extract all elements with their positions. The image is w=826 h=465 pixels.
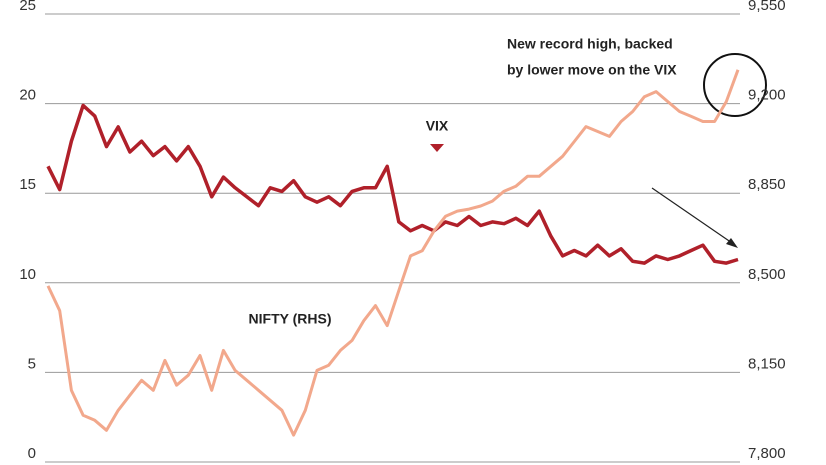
series-label: VIX [426,118,449,134]
annotation: New record high, backed [507,36,673,52]
y-tick-label: 25 [19,0,36,14]
y2-tick-label: 8,500 [748,266,786,283]
arrow [651,187,736,246]
arrow-head [726,238,738,248]
y2-tick-label: 9,550 [748,0,786,14]
y-tick-label: 20 [19,87,36,104]
series-line [46,69,740,437]
y-tick-label: 10 [19,266,36,283]
y2-tick-label: 8,850 [748,176,786,193]
y2-tick-label: 8,150 [748,355,786,372]
vix-marker [430,144,444,152]
highlight-circle [703,53,767,117]
series-line [46,103,739,265]
y-tick-label: 15 [19,176,36,193]
y2-tick-label: 9,200 [748,87,786,104]
series-label: NIFTY (RHS) [249,311,332,327]
y2-tick-label: 7,800 [748,445,786,462]
annotation: by lower move on the VIX [507,62,677,78]
y-tick-label: 0 [28,445,36,462]
y-tick-label: 5 [28,355,36,372]
